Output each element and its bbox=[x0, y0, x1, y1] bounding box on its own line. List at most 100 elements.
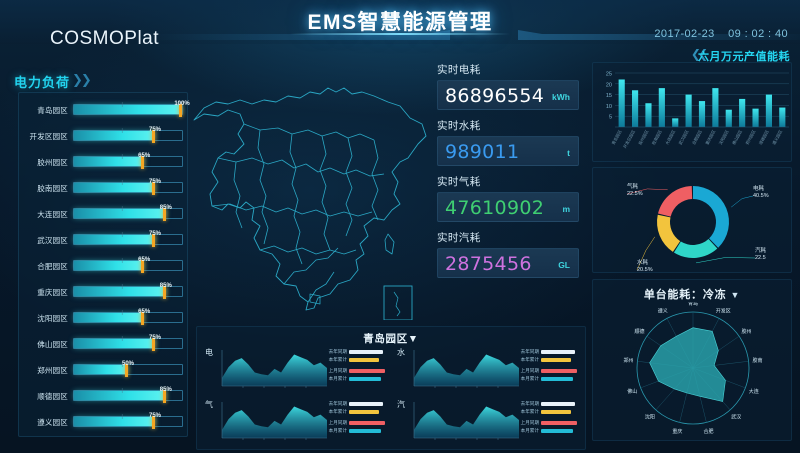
power-load-name: 开发区园区 bbox=[29, 132, 68, 141]
donut-slice[interactable] bbox=[657, 214, 681, 252]
park-selector-label: 青岛园区 bbox=[363, 333, 408, 345]
bar-y-tick: 25 bbox=[606, 72, 612, 78]
power-load-percent: 85% bbox=[159, 205, 172, 211]
power-load-marker bbox=[179, 104, 182, 117]
legend-label: 上月同期 bbox=[328, 367, 347, 373]
power-load-row[interactable]: 胶南园区 75% | bbox=[19, 175, 189, 201]
power-load-row[interactable]: 佛山园区 75% | bbox=[19, 331, 189, 357]
power-load-row[interactable]: 郑州园区 50% | bbox=[19, 357, 189, 383]
power-load-name: 胶南园区 bbox=[37, 184, 68, 193]
power-load-row[interactable]: 重庆园区 85% | bbox=[19, 279, 189, 305]
legend-bar bbox=[541, 357, 571, 362]
power-load-track: 85% | bbox=[73, 283, 183, 299]
output-energy-bar-chart[interactable]: 5 10 15 20 25 青岛园区 开发区园区 胶州园区 胶南园区 大连园区 武汉园区 合肥园区 重庆… bbox=[592, 62, 792, 162]
mini-area-chart[interactable]: 气 去年同期 本年累计 上月同期 本月累计 bbox=[201, 397, 391, 445]
power-load-name: 大连园区 bbox=[37, 210, 68, 219]
bar[interactable] bbox=[739, 98, 746, 127]
bar-y-tick: 20 bbox=[606, 82, 612, 88]
bar-x-label: 胶南园区 bbox=[650, 129, 663, 146]
power-load-row[interactable]: 遵义园区 75% | bbox=[19, 409, 189, 435]
bar[interactable] bbox=[725, 109, 732, 127]
power-load-tick: | bbox=[121, 154, 123, 160]
donut-slice[interactable] bbox=[693, 186, 729, 248]
legend-label: 本月累计 bbox=[520, 427, 539, 433]
power-load-row[interactable]: 顺德园区 85% | bbox=[19, 383, 189, 409]
power-load-row[interactable]: 大连园区 85% | bbox=[19, 201, 189, 227]
bar[interactable] bbox=[631, 90, 639, 127]
chevron-right-icon: ❯❯ bbox=[72, 72, 92, 87]
energy-share-donut-chart[interactable]: 电耗 40.5% 汽耗 22.5 水耗 20.5% 气耗 22.5% bbox=[592, 167, 792, 273]
power-load-tick: | bbox=[121, 206, 123, 212]
power-load-panel: 青岛园区 100% | 开发区园区 75% | 胶州园区 65% | 胶南园区 75% | 大连园区 85… bbox=[18, 92, 190, 437]
legend-bar bbox=[349, 349, 383, 354]
bar[interactable] bbox=[645, 103, 652, 127]
power-load-row[interactable]: 合肥园区 65% | bbox=[19, 253, 189, 279]
power-load-fill bbox=[74, 339, 155, 348]
power-load-row[interactable]: 胶州园区 65% | bbox=[19, 149, 189, 175]
power-load-row[interactable]: 武汉园区 75% | bbox=[19, 227, 189, 253]
mini-area-chart[interactable]: 汽 去年同期 本年累计 上月同期 本月累计 bbox=[393, 397, 583, 445]
power-load-fill bbox=[74, 105, 182, 114]
bar-x-label: 沈阳园区 bbox=[717, 129, 730, 146]
bar[interactable] bbox=[672, 118, 679, 127]
bar-y-tick: 10 bbox=[606, 104, 612, 110]
radar-axis-label: 开发区 bbox=[716, 307, 731, 314]
power-load-row[interactable]: 青岛园区 100% | bbox=[19, 97, 190, 123]
power-load-track: 65% | bbox=[73, 309, 183, 325]
radar-axis-label: 合肥 bbox=[704, 428, 714, 435]
bar[interactable] bbox=[658, 88, 665, 127]
power-load-marker bbox=[152, 182, 155, 195]
power-load-row[interactable]: 沈阳园区 65% | bbox=[19, 305, 189, 331]
radar-axis-label: 顺德 bbox=[634, 328, 644, 335]
legend-row: 去年同期 bbox=[517, 400, 581, 407]
bar[interactable] bbox=[712, 88, 719, 127]
chevron-left-icon[interactable]: ❮❮ bbox=[690, 47, 708, 61]
bar[interactable] bbox=[685, 94, 692, 127]
donut-value: 40.5% bbox=[753, 193, 769, 199]
bar-x-label: 合肥园区 bbox=[690, 129, 703, 146]
bar[interactable] bbox=[779, 107, 786, 127]
bar-x-label: 郑州园区 bbox=[744, 129, 757, 146]
donut-slice[interactable] bbox=[673, 238, 718, 258]
power-load-name: 青岛园区 bbox=[37, 106, 68, 115]
bar-x-label: 佛山园区 bbox=[730, 129, 743, 146]
legend-row: 去年同期 bbox=[325, 400, 389, 407]
mini-chart-svg bbox=[413, 350, 519, 388]
bar-x-label: 武汉园区 bbox=[677, 129, 690, 146]
legend-label: 本月累计 bbox=[328, 375, 347, 381]
legend-label: 去年同期 bbox=[520, 348, 539, 354]
caret-down-icon[interactable]: ▼ bbox=[730, 290, 741, 300]
power-load-tick: | bbox=[121, 336, 123, 342]
header-right-label[interactable]: 六月万元产值能耗 bbox=[698, 51, 790, 63]
power-load-track: 85% | bbox=[73, 205, 183, 221]
mini-area-chart[interactable]: 水 去年同期 本年累计 上月同期 本月累计 bbox=[393, 345, 583, 393]
power-load-percent: 75% bbox=[148, 179, 162, 185]
bar[interactable] bbox=[752, 108, 759, 127]
donut-slice[interactable] bbox=[658, 186, 693, 217]
power-load-row[interactable]: 开发区园区 75% | bbox=[19, 123, 189, 149]
park-selector[interactable]: 青岛园区▼ bbox=[197, 327, 585, 346]
china-map[interactable] bbox=[188, 58, 440, 320]
bar[interactable] bbox=[698, 101, 706, 127]
legend-label: 本年累计 bbox=[328, 356, 347, 362]
mini-area-chart[interactable]: 电 去年同期 本年累计 上月同期 本月累计 bbox=[201, 345, 391, 393]
mini-chart-svg bbox=[221, 402, 327, 440]
donut-label: 汽耗 bbox=[755, 246, 767, 254]
legend-row: 上月同期 bbox=[517, 419, 581, 426]
header-decor-bar-left bbox=[150, 30, 450, 40]
metric-value-box: 2875456 GL bbox=[437, 248, 579, 278]
bar[interactable] bbox=[618, 79, 625, 127]
bar[interactable] bbox=[765, 94, 773, 127]
radar-title[interactable]: 单台能耗：冷冻 ▼ bbox=[593, 280, 791, 302]
radar-area[interactable] bbox=[649, 327, 726, 402]
legend-row: 上月同期 bbox=[325, 419, 389, 426]
legend-bar bbox=[349, 409, 379, 414]
power-load-percent: 75% bbox=[148, 413, 162, 419]
power-load-tick: | bbox=[121, 258, 123, 264]
power-load-track: 65% | bbox=[73, 257, 183, 273]
mini-chart-label: 水 bbox=[397, 348, 405, 357]
unit-energy-radar-chart[interactable]: 单台能耗：冷冻 ▼ 青岛 开发区 胶州 胶南 大连 武汉 合肥 重庆 沈阳 佛山 郑州 顺德 遵义 bbox=[592, 279, 792, 441]
caret-down-icon[interactable]: ▼ bbox=[407, 333, 419, 345]
power-load-marker bbox=[152, 234, 155, 247]
power-load-marker bbox=[141, 312, 145, 325]
